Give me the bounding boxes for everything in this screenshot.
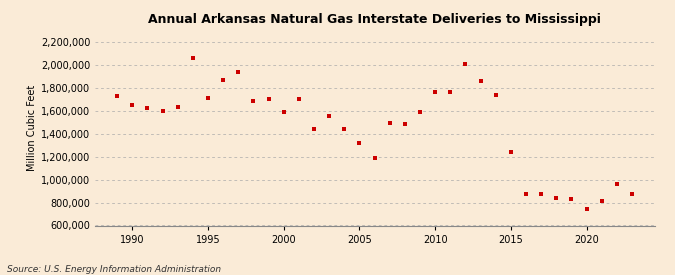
Point: [263, 97, 274, 101]
Point: [157, 108, 168, 113]
Point: [202, 96, 213, 100]
Point: [460, 61, 471, 66]
Point: [536, 192, 547, 197]
Point: [112, 94, 123, 98]
Point: [445, 90, 456, 95]
Point: [218, 78, 229, 82]
Point: [278, 110, 289, 114]
Point: [566, 197, 577, 201]
Point: [430, 90, 441, 95]
Point: [581, 207, 592, 212]
Point: [127, 103, 138, 107]
Point: [612, 182, 622, 186]
Point: [369, 156, 380, 160]
Y-axis label: Million Cubic Feet: Million Cubic Feet: [27, 85, 37, 171]
Point: [339, 127, 350, 131]
Text: Source: U.S. Energy Information Administration: Source: U.S. Energy Information Administ…: [7, 265, 221, 274]
Point: [490, 92, 501, 97]
Point: [354, 141, 365, 145]
Point: [506, 150, 516, 154]
Point: [400, 122, 410, 127]
Point: [248, 99, 259, 104]
Point: [520, 192, 531, 197]
Point: [172, 105, 183, 109]
Point: [596, 199, 607, 204]
Point: [551, 196, 562, 200]
Point: [324, 114, 335, 119]
Point: [308, 127, 319, 131]
Point: [142, 106, 153, 111]
Title: Annual Arkansas Natural Gas Interstate Deliveries to Mississippi: Annual Arkansas Natural Gas Interstate D…: [148, 13, 601, 26]
Point: [188, 56, 198, 60]
Point: [414, 110, 425, 114]
Point: [233, 69, 244, 74]
Point: [626, 192, 637, 197]
Point: [384, 121, 395, 125]
Point: [475, 79, 486, 83]
Point: [294, 97, 304, 101]
